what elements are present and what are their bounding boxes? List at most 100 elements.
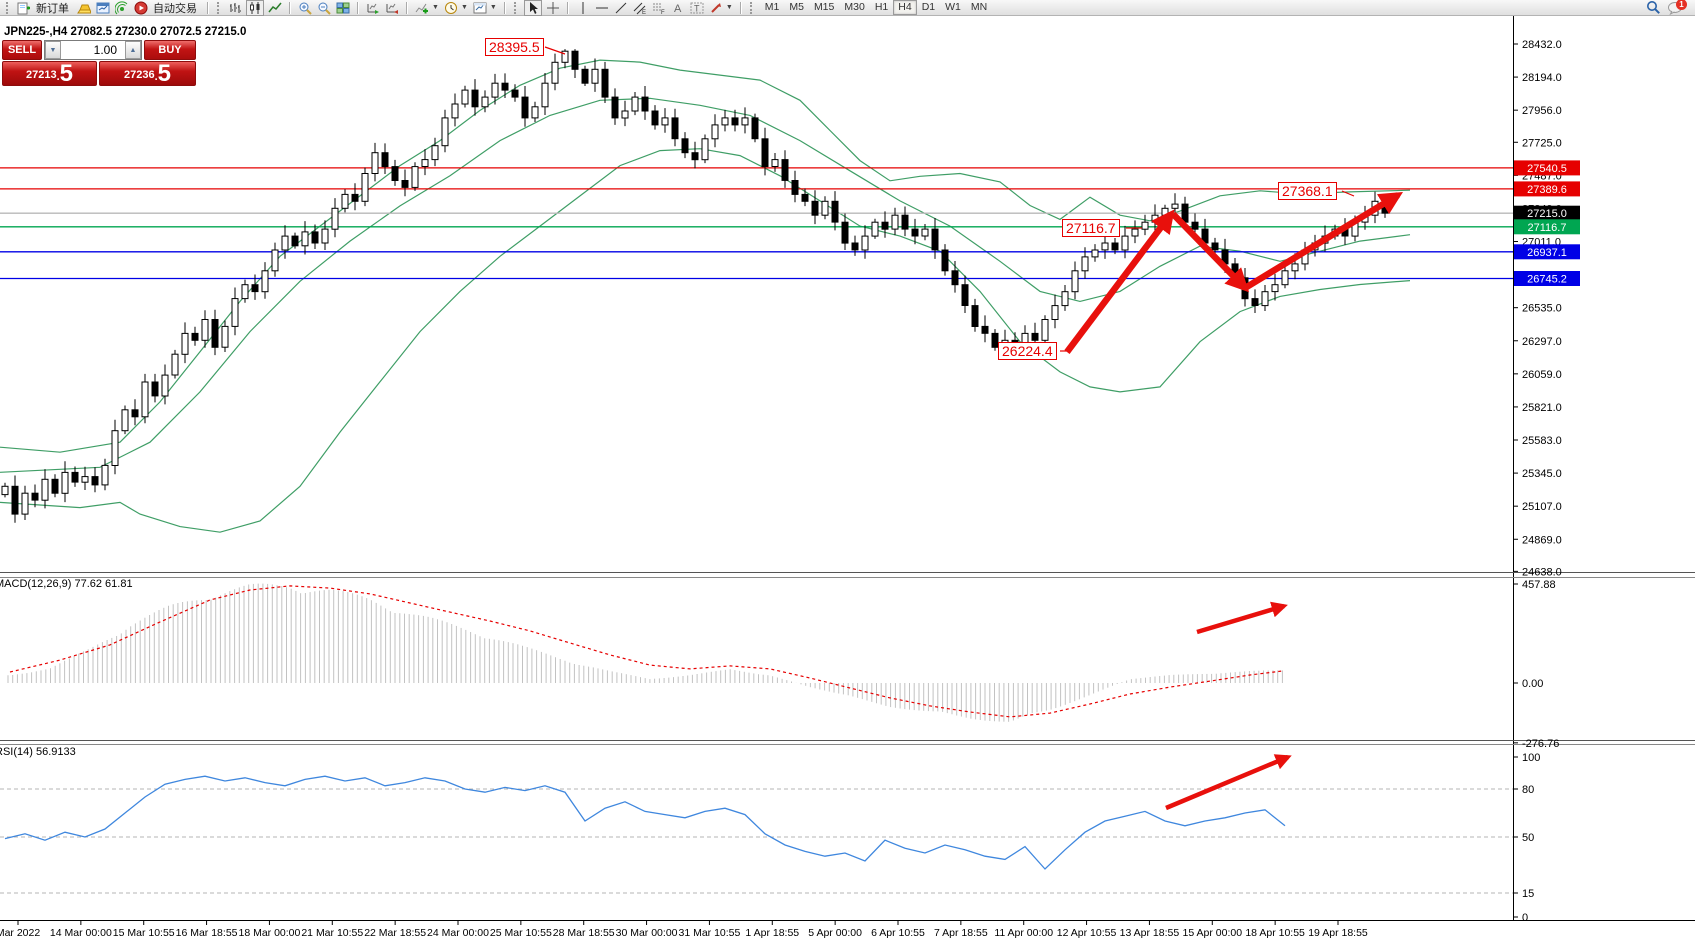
timeframe-h4[interactable]: H4 [893,0,917,15]
arrows-dropdown-arrow[interactable]: ▼ [725,4,733,11]
macd-panel[interactable] [7,583,1288,722]
one-click-trading-panel: SELL ▼ 1.00 ▲ BUY 27213. 5 27236. 5 [2,40,196,86]
periods-dropdown-arrow[interactable]: ▼ [460,4,468,11]
sell-button[interactable]: SELL [2,40,42,60]
svg-text:21 Mar 10:55: 21 Mar 10:55 [301,927,363,939]
buy-price-int: 27236 [123,69,155,81]
toolbar-grip[interactable] [6,1,11,14]
trendline-icon[interactable] [613,1,629,15]
svg-text:80: 80 [1522,784,1534,796]
svg-text:25107.0: 25107.0 [1522,501,1562,513]
chat-icon[interactable]: 1 [1667,0,1687,15]
timeframe-m5[interactable]: M5 [789,1,804,13]
svg-text:26745.2: 26745.2 [1527,273,1567,285]
separator [207,1,209,14]
price-annotation-26224[interactable]: 26224.4 [998,342,1057,360]
price-annotation-27116[interactable]: 27116.7 [1062,219,1120,237]
autotrade-icon[interactable] [133,1,149,15]
signal-icon[interactable] [114,0,130,15]
svg-text:50: 50 [1522,832,1534,844]
new-order-label[interactable]: 新订单 [36,2,69,15]
svg-text:24638.0: 24638.0 [1522,566,1562,578]
templates-dropdown-arrow[interactable]: ▼ [489,4,497,11]
buy-price-dot: . [154,71,158,83]
svg-text:27725.0: 27725.0 [1522,137,1562,149]
indicators-dropdown-arrow[interactable]: ▼ [432,4,439,11]
svg-text:6 Apr 10:55: 6 Apr 10:55 [871,927,925,939]
volume-decrease-button[interactable]: ▼ [45,41,61,59]
vertical-line-icon[interactable] [575,1,591,15]
svg-text:31 Mar 10:55: 31 Mar 10:55 [678,927,740,939]
svg-text:A: A [674,3,682,15]
toolbar-grip[interactable] [217,1,222,14]
crosshair-icon[interactable] [545,1,561,15]
separator [566,1,569,14]
svg-text:28 Mar 18:55: 28 Mar 18:55 [553,927,615,939]
svg-text:25 Mar 10:55: 25 Mar 10:55 [490,927,552,939]
svg-text:26297.0: 26297.0 [1522,336,1562,348]
timeframe-mn[interactable]: MN [970,1,988,13]
cursor-icon[interactable] [523,0,542,16]
buy-price[interactable]: 27236. 5 [99,61,196,86]
svg-text:27389.6: 27389.6 [1527,184,1567,196]
market-watch-icon[interactable] [95,1,111,15]
new-order-icon[interactable] [16,1,32,15]
svg-text:24869.0: 24869.0 [1522,534,1562,546]
rsi-panel[interactable] [0,754,1513,894]
buy-button[interactable]: BUY [144,40,196,60]
rsi-label: RSI(14) 56.9133 [0,746,76,758]
main-price-panel[interactable] [0,46,1513,533]
templates-icon[interactable] [472,1,488,15]
svg-text:14 Mar 00:00: 14 Mar 00:00 [50,927,112,939]
sell-price-int: 27213 [25,69,57,81]
timeframe-d1[interactable]: D1 [921,1,936,13]
periods-icon[interactable] [443,1,459,15]
price-annotation-28395[interactable]: 28395.5 [485,38,544,56]
auto-scroll-icon[interactable] [365,1,381,15]
arrows-tool-icon[interactable] [708,1,724,15]
equidistant-channel-icon[interactable]: E [632,1,648,15]
timeframe-m1[interactable]: M1 [764,1,780,13]
svg-text:25345.0: 25345.0 [1522,468,1562,480]
svg-text:27540.5: 27540.5 [1527,163,1567,175]
svg-text:-276.76: -276.76 [1522,738,1559,750]
fibonacci-icon[interactable]: F [651,1,667,15]
svg-text:27215.0: 27215.0 [1527,208,1567,220]
sell-price[interactable]: 27213. 5 [2,61,97,86]
separator [406,1,408,14]
quote-bar: JPN225-,H4 27082.5 27230.0 27072.5 27215… [4,26,247,38]
toolbar-grip[interactable] [749,1,755,14]
zoom-out-icon[interactable] [316,1,332,15]
svg-text:18 Mar 00:00: 18 Mar 00:00 [238,927,300,939]
volume-value[interactable]: 1.00 [61,41,125,59]
timeframe-w1[interactable]: W1 [945,1,961,13]
line-chart-icon[interactable] [267,1,283,15]
timeframe-m15[interactable]: M15 [813,1,835,13]
volume-increase-button[interactable]: ▲ [125,41,141,59]
text-icon[interactable]: A [670,1,686,15]
indicators-icon[interactable] [414,1,430,15]
axes: 28432.028194.027956.027725.027487.027249… [0,16,1695,939]
svg-text:26937.1: 26937.1 [1527,247,1567,259]
toolbar-grip[interactable] [513,1,519,14]
search-icon[interactable] [1645,1,1661,15]
price-annotation-27368[interactable]: 27368.1 [1278,182,1337,200]
separator [357,1,359,14]
gold-icon[interactable] [76,1,92,15]
toolbar: 新订单 自动交易 ▼ ▼ ▼ [0,0,1695,16]
chart-shift-icon[interactable] [384,1,400,15]
svg-text:13 Apr 18:55: 13 Apr 18:55 [1120,927,1180,939]
horizontal-line-icon[interactable] [594,1,610,15]
text-label-icon[interactable]: T [689,1,705,15]
timeframe-h1[interactable]: H1 [874,1,889,13]
auto-trading-label[interactable]: 自动交易 [153,2,197,15]
timeframe-m30[interactable]: M30 [844,1,865,13]
zoom-in-icon[interactable] [297,1,313,15]
separator [289,1,291,14]
svg-text:24 Mar 00:00: 24 Mar 00:00 [427,927,489,939]
bar-chart-icon[interactable] [227,1,243,15]
candlestick-chart-icon[interactable] [246,0,264,16]
tile-windows-icon[interactable] [335,1,351,15]
